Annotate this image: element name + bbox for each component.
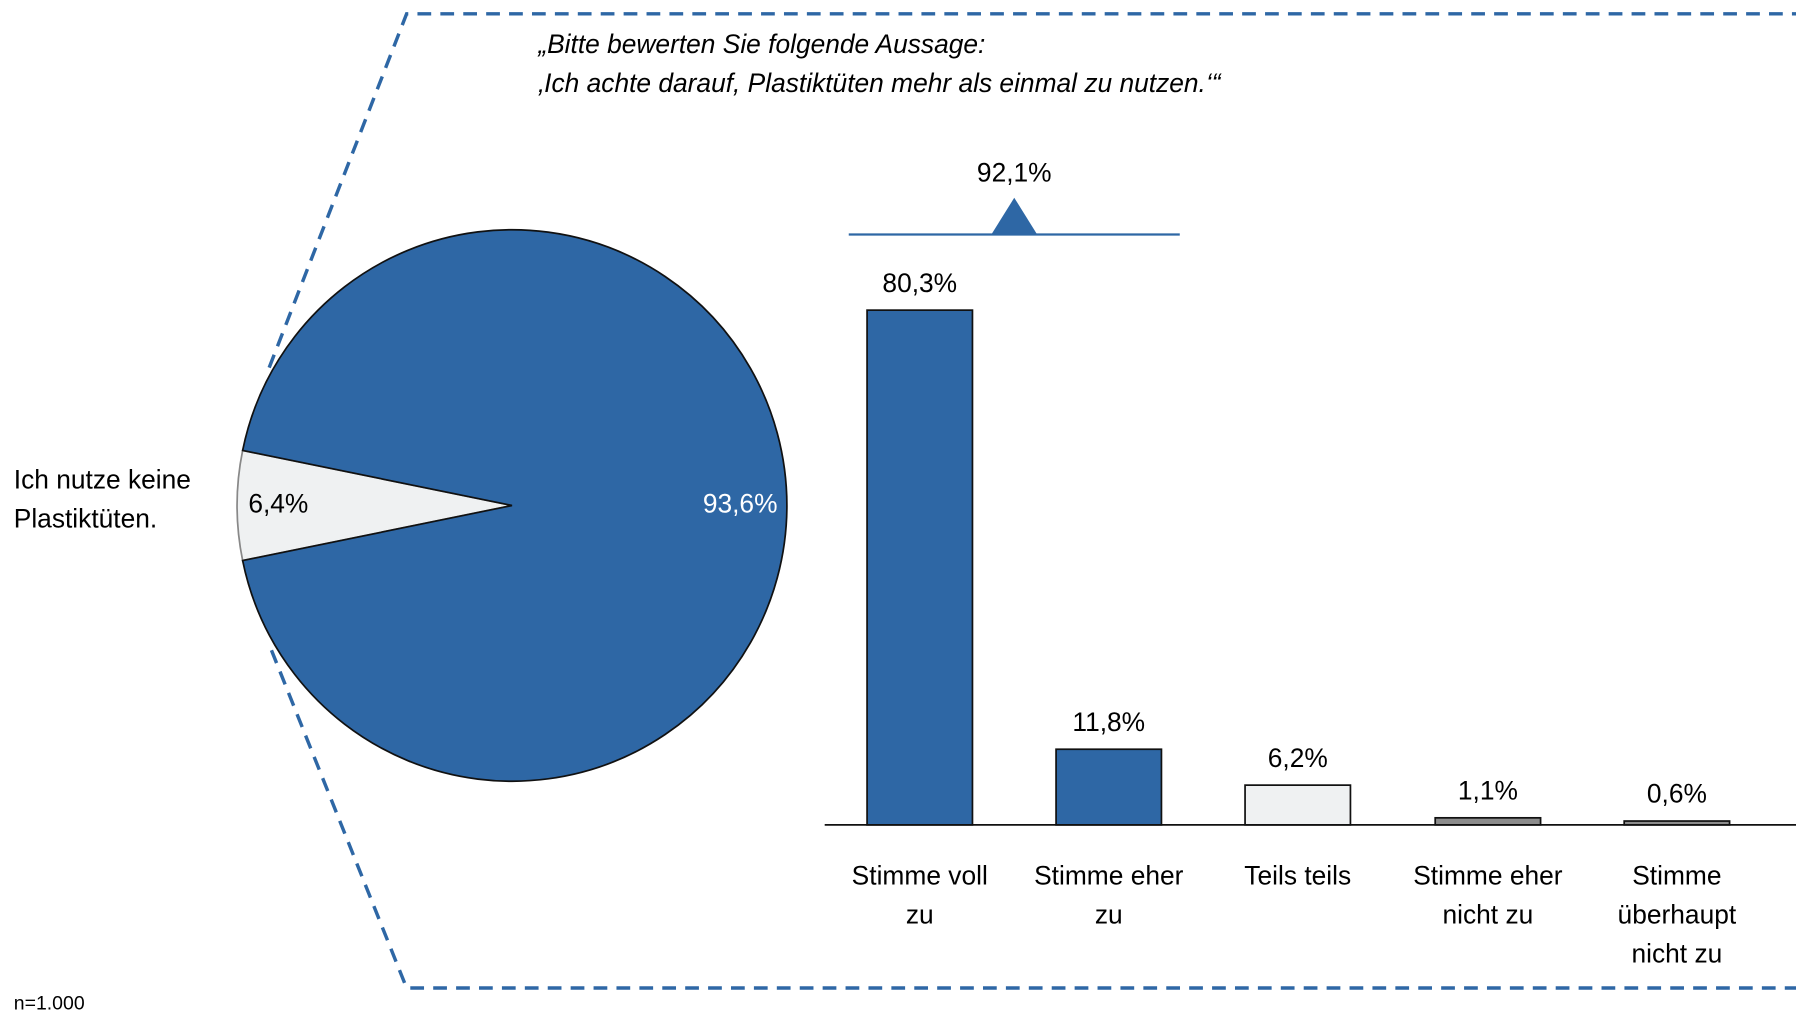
value-label: 80,3%: [882, 268, 957, 298]
annotation-label: 92,1%: [977, 158, 1052, 188]
footnote: n=1.000: [14, 992, 85, 1011]
value-label: 0,6%: [1647, 779, 1707, 809]
slice-label: 6,4%: [248, 488, 308, 518]
slice-label: 93,6%: [703, 488, 778, 518]
value-label: 6,2%: [1268, 743, 1328, 773]
value-label: 1,1%: [1458, 775, 1518, 805]
pie-slice: [241, 228, 788, 783]
x-tick-label: Stimme eher nicht zu: [1413, 860, 1563, 930]
title-line: „Bitte bewerten Sie folgende Aussage:: [537, 29, 985, 59]
bar: [1434, 816, 1542, 826]
value-label: 11,8%: [1072, 707, 1145, 737]
bracket-marker: [991, 197, 1038, 235]
x-tick-label: Stimme voll zu: [851, 860, 988, 930]
pie-slice: [236, 449, 513, 562]
bar: [866, 309, 974, 826]
x-tick-label: Stimme überhaupt nicht zu: [1617, 860, 1737, 969]
title-line: ‚Ich achte darauf, Plastiktüten mehr als…: [537, 68, 1221, 98]
x-tick-label: Stimme eher zu: [1034, 860, 1184, 930]
x-tick-label: Teils teils: [1244, 860, 1352, 891]
frame: [269, 649, 1796, 990]
frame: [267, 12, 1796, 369]
slice-category: Ich nutze keine Plastiktüten.: [13, 464, 191, 534]
bar: [1244, 784, 1352, 826]
bar: [1055, 748, 1163, 826]
